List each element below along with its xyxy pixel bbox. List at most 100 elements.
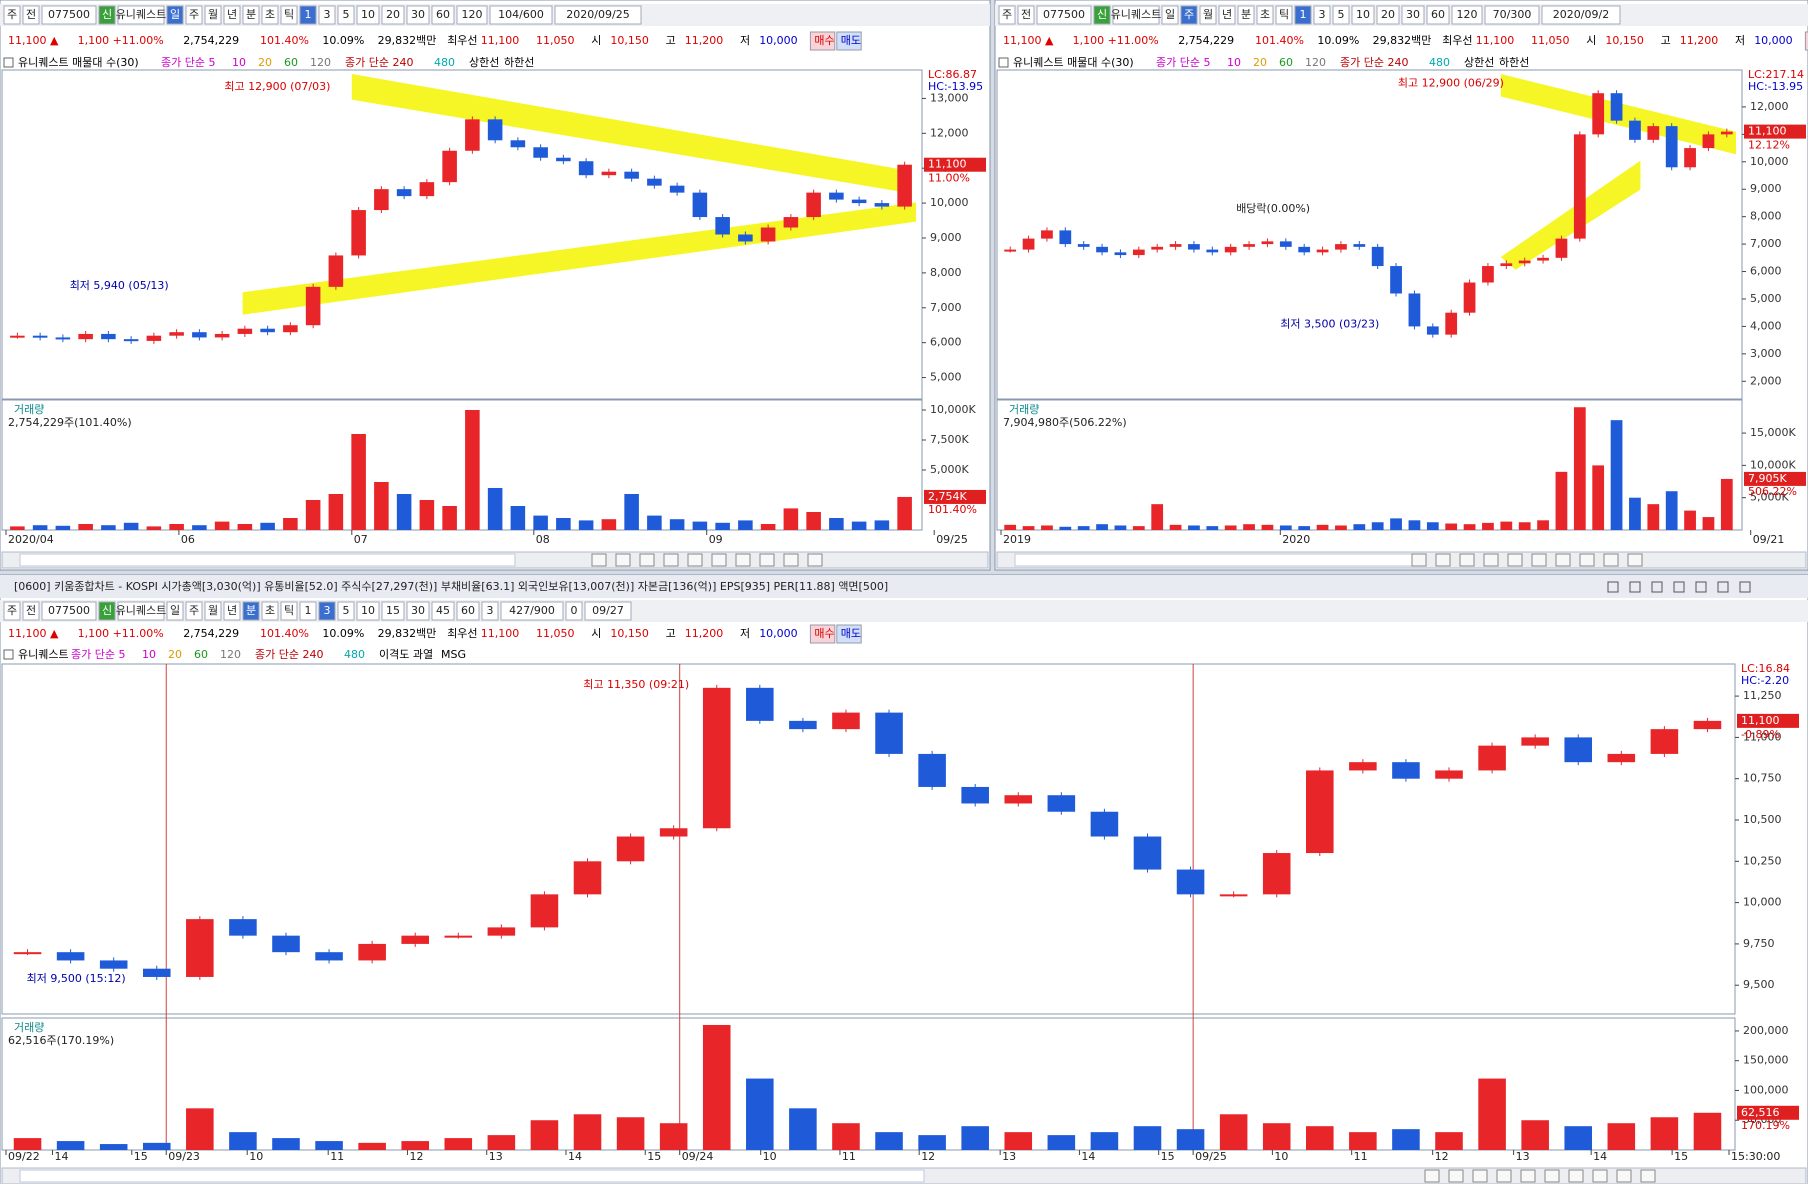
toolbar-button[interactable] — [500, 601, 564, 621]
toolbar-label[interactable]: 5 — [1338, 8, 1345, 21]
scroll-tool[interactable] — [687, 553, 703, 567]
toolbar-label[interactable]: 120 — [462, 8, 483, 21]
scroll-tool[interactable] — [711, 553, 727, 567]
scroll-tool[interactable] — [639, 553, 655, 567]
scroll-tool[interactable] — [1483, 553, 1499, 567]
toolbar-button[interactable] — [1451, 5, 1483, 25]
window-button[interactable] — [1607, 581, 1619, 593]
scroll-tool[interactable] — [759, 553, 775, 567]
toolbar-label[interactable]: 1 — [1300, 8, 1307, 21]
scroll-thumb[interactable] — [19, 1169, 925, 1183]
toolbar-label[interactable]: 주 — [1002, 8, 1012, 21]
toolbar-button[interactable] — [1294, 5, 1312, 25]
toolbar-label[interactable]: 2020/09/25 — [566, 8, 629, 21]
toolbar-label[interactable]: 신 — [1097, 8, 1107, 21]
toolbar-button[interactable] — [584, 601, 632, 621]
window-button[interactable] — [1651, 581, 1663, 593]
toolbar-button[interactable] — [261, 601, 279, 621]
toolbar-button[interactable] — [356, 601, 380, 621]
toolbar-label[interactable]: 신 — [102, 8, 112, 21]
toolbar-label[interactable]: 년 — [1222, 8, 1232, 21]
toolbar-button[interactable] — [223, 5, 241, 25]
toolbar-button[interactable] — [356, 5, 380, 25]
toolbar-button[interactable] — [456, 5, 488, 25]
toolbar-button[interactable] — [166, 601, 184, 621]
toolbar-button[interactable] — [1017, 5, 1035, 25]
toolbar-label[interactable]: 30 — [1406, 8, 1420, 21]
window-button[interactable] — [1629, 581, 1641, 593]
toolbar-button[interactable] — [406, 5, 430, 25]
toolbar-button[interactable] — [1401, 5, 1425, 25]
scroll-tool[interactable] — [1496, 1169, 1512, 1183]
toolbar-label[interactable]: 45 — [436, 604, 450, 617]
scroll-tool[interactable] — [615, 553, 631, 567]
scroll-tool[interactable] — [1555, 553, 1571, 567]
toolbar-label[interactable]: 틱 — [284, 604, 294, 617]
trade-button[interactable] — [836, 31, 862, 51]
info-value[interactable]: 매수 — [814, 627, 834, 640]
toolbar-label[interactable]: 60 — [436, 8, 450, 21]
toolbar-button[interactable] — [1218, 5, 1236, 25]
toolbar-label[interactable]: 유니퀘스트 — [116, 8, 167, 21]
toolbar-button[interactable] — [280, 5, 298, 25]
scroll-tool[interactable] — [1544, 1169, 1560, 1183]
toolbar-button[interactable] — [98, 5, 116, 25]
toolbar-label[interactable]: 20 — [386, 8, 400, 21]
toolbar-button[interactable] — [1376, 5, 1400, 25]
scroll-tool[interactable] — [1531, 553, 1547, 567]
toolbar-button[interactable] — [1112, 5, 1160, 25]
toolbar-button[interactable] — [406, 601, 430, 621]
toolbar-button[interactable] — [242, 601, 260, 621]
trade-button[interactable] — [1804, 31, 1808, 51]
info-value[interactable]: 매수 — [814, 34, 834, 47]
toolbar-label[interactable]: 3 — [1319, 8, 1326, 21]
toolbar-button[interactable] — [242, 5, 260, 25]
scroll-tool[interactable] — [1592, 1169, 1608, 1183]
scroll-tool[interactable] — [1520, 1169, 1536, 1183]
scroll-tool[interactable] — [1507, 553, 1523, 567]
toolbar-label[interactable]: 1 — [305, 604, 312, 617]
toolbar-label[interactable]: 월 — [208, 604, 218, 617]
scroll-tool[interactable] — [735, 553, 751, 567]
scroll-tool[interactable] — [783, 553, 799, 567]
toolbar-label[interactable]: 주 — [189, 8, 199, 21]
scroll-tool[interactable] — [1424, 1169, 1440, 1183]
window-button[interactable] — [1695, 581, 1707, 593]
toolbar-label[interactable]: 10 — [361, 8, 375, 21]
toolbar-label[interactable]: 1 — [305, 8, 312, 21]
toolbar-label[interactable]: 년 — [227, 8, 237, 21]
toolbar-label[interactable]: 주 — [189, 604, 199, 617]
toolbar-label[interactable]: 077500 — [1043, 8, 1085, 21]
toolbar-button[interactable] — [280, 601, 298, 621]
toolbar-label[interactable]: 주 — [7, 604, 17, 617]
toolbar-button[interactable] — [3, 601, 21, 621]
toolbar-button[interactable] — [318, 601, 336, 621]
toolbar-label[interactable]: 신 — [102, 604, 112, 617]
toolbar-label[interactable]: 70/300 — [1493, 8, 1532, 21]
scroll-tool[interactable] — [1627, 553, 1643, 567]
toolbar-button[interactable] — [554, 5, 642, 25]
toolbar-label[interactable]: 3 — [324, 8, 331, 21]
toolbar-label[interactable]: 일 — [170, 7, 180, 21]
toolbar-button[interactable] — [185, 5, 203, 25]
toolbar-label[interactable]: 초 — [265, 8, 275, 21]
toolbar-label[interactable]: 틱 — [284, 8, 294, 21]
toolbar-button[interactable] — [337, 601, 355, 621]
scroll-tool[interactable] — [1435, 553, 1451, 567]
toolbar-button[interactable] — [456, 601, 480, 621]
toolbar-label[interactable]: 5 — [343, 8, 350, 21]
trade-button[interactable] — [836, 624, 862, 644]
toolbar-label[interactable]: 월 — [1203, 8, 1213, 21]
toolbar-label[interactable]: 초 — [265, 604, 275, 617]
window-button[interactable] — [1717, 581, 1729, 593]
toolbar-label[interactable]: 427/900 — [509, 604, 555, 617]
toolbar-label[interactable]: 주 — [1184, 8, 1194, 21]
toolbar-button[interactable] — [565, 601, 583, 621]
toolbar-button[interactable] — [117, 5, 165, 25]
scroll-tool[interactable] — [1568, 1169, 1584, 1183]
scroll-thumb[interactable] — [19, 553, 516, 567]
toolbar-button[interactable] — [431, 601, 455, 621]
toolbar-button[interactable] — [318, 5, 336, 25]
toolbar-button[interactable] — [98, 601, 116, 621]
toolbar-button[interactable] — [1484, 5, 1540, 25]
